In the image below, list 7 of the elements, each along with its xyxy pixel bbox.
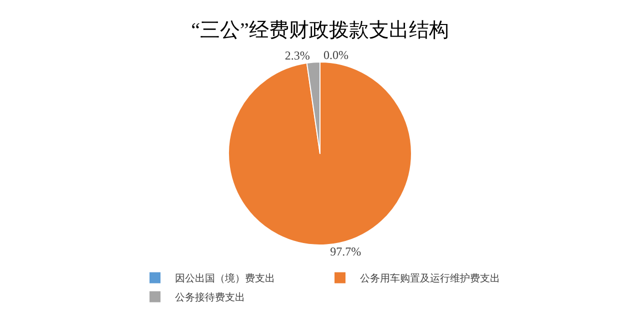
data-label: 2.3% [284,48,310,62]
text: 0.0% [324,48,348,62]
data-label: 97.7% [330,244,362,259]
legend-label: 公务用车购置及运行维护费支出 [360,272,500,285]
chart-title: “三公”经费财政拨款支出结构 [191,20,449,42]
legend-label: 公务接待费支出 [175,292,245,304]
legend-label: 因公出国（境）费支出 [175,272,275,285]
